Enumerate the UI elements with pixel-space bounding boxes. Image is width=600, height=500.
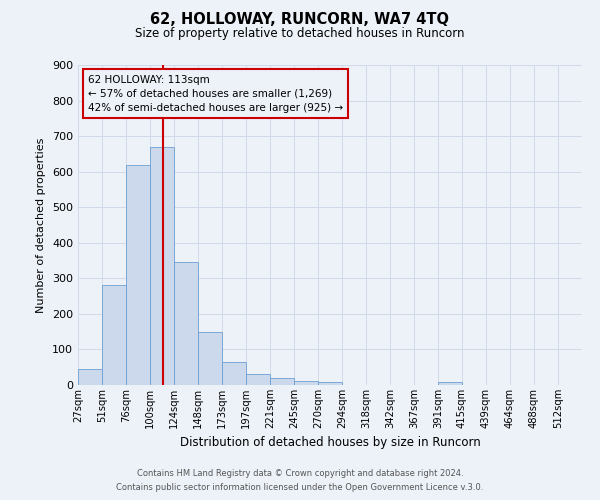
Bar (222, 362, 246, 385)
Bar (294, 382, 318, 385)
Bar (246, 374, 270, 385)
Bar (102, 286, 126, 385)
Bar (126, 164, 150, 385)
Bar (318, 382, 342, 385)
Bar (198, 332, 222, 385)
Bar (174, 262, 198, 385)
Text: Size of property relative to detached houses in Runcorn: Size of property relative to detached ho… (135, 28, 465, 40)
Text: Contains HM Land Registry data © Crown copyright and database right 2024.: Contains HM Land Registry data © Crown c… (137, 468, 463, 477)
X-axis label: Distribution of detached houses by size in Runcorn: Distribution of detached houses by size … (179, 436, 481, 450)
Bar (78, 369, 102, 385)
Text: 62, HOLLOWAY, RUNCORN, WA7 4TQ: 62, HOLLOWAY, RUNCORN, WA7 4TQ (151, 12, 449, 28)
Bar (150, 147, 174, 385)
Text: Contains public sector information licensed under the Open Government Licence v.: Contains public sector information licen… (116, 484, 484, 492)
Bar (438, 382, 462, 385)
Y-axis label: Number of detached properties: Number of detached properties (37, 138, 46, 312)
Text: 62 HOLLOWAY: 113sqm
← 57% of detached houses are smaller (1,269)
42% of semi-det: 62 HOLLOWAY: 113sqm ← 57% of detached ho… (88, 74, 343, 112)
Bar (270, 378, 294, 385)
